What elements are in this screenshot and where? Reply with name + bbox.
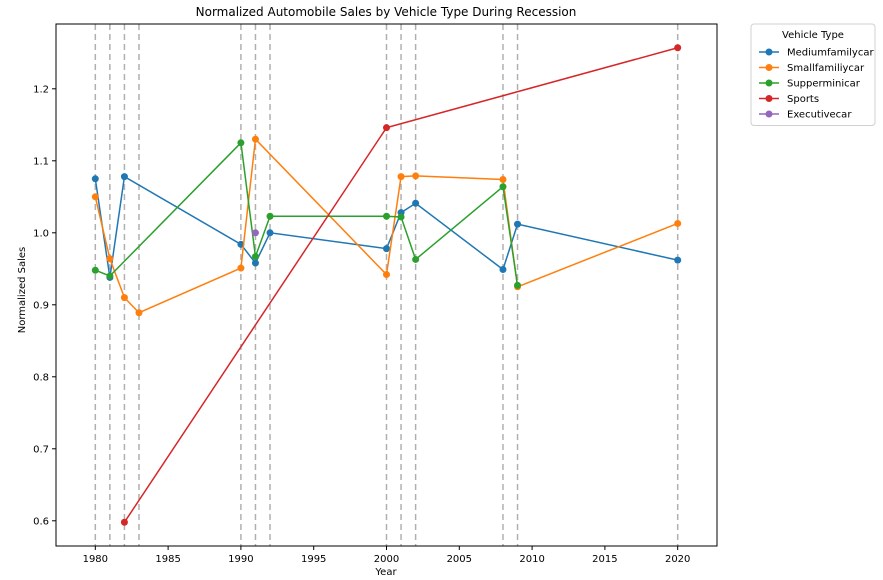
x-tick-label: 2015: [592, 554, 617, 565]
x-tick-label: 2000: [374, 554, 399, 565]
data-point-sports: [120, 518, 128, 526]
x-tick-label: 2010: [519, 554, 544, 565]
chart-title: Normalized Automobile Sales by Vehicle T…: [196, 5, 577, 19]
data-point-mediumfamilycar: [251, 259, 259, 267]
legend-box: [750, 23, 876, 126]
legend-title: Vehicle Type: [782, 30, 844, 41]
data-point-supperminicar: [412, 255, 420, 263]
data-point-smallfamiliycar: [135, 309, 143, 317]
y-tick-label: 0.6: [33, 516, 49, 527]
y-tick-label: 1.0: [33, 228, 49, 239]
data-point-supperminicar: [383, 212, 390, 220]
series-mediumfamilycar: [91, 173, 682, 281]
legend-label: Supperminicar: [787, 79, 861, 90]
data-point-supperminicar: [237, 139, 245, 147]
data-point-smallfamiliycar: [674, 219, 682, 227]
legend: Vehicle Type Mediumfamilycar Smallfamiliyc…: [750, 23, 876, 126]
data-point-executivecar: [251, 229, 259, 237]
legend-label: Smallfamiliycar: [787, 63, 865, 74]
data-point-supperminicar: [397, 213, 405, 221]
legend-label: Sports: [787, 94, 819, 105]
y-axis-label: Normalized Sales: [17, 247, 28, 334]
data-point-mediumfamilycar: [266, 229, 274, 237]
data-point-smallfamiliycar: [106, 255, 114, 263]
data-point-mediumfamilycar: [412, 199, 420, 207]
x-tick-label: 1990: [228, 554, 253, 565]
data-point-smallfamiliycar: [383, 271, 390, 279]
legend-item-sports: Sports: [759, 94, 819, 105]
legend-item-smallfamiliycar: Smallfamiliycar: [759, 63, 865, 74]
y-tick-label: 0.7: [33, 444, 49, 455]
series-executivecar: [251, 229, 259, 237]
data-point-smallfamiliycar: [91, 193, 99, 201]
data-point-supperminicar: [91, 266, 99, 274]
y-tick-label: 0.9: [33, 300, 49, 311]
x-tick-label: 1980: [83, 554, 108, 565]
data-point-mediumfamilycar: [383, 245, 390, 253]
legend-item-executivecar: Executivecar: [759, 110, 852, 121]
data-point-sports: [674, 44, 682, 52]
legend-label: Executivecar: [787, 110, 852, 121]
y-tick-label: 1.1: [33, 156, 49, 167]
data-point-mediumfamilycar: [514, 220, 522, 228]
data-point-mediumfamilycar: [499, 266, 507, 274]
data-point-supperminicar: [499, 183, 507, 191]
y-axis: 0.6 0.7 0.8 0.9 1.0 1.1 1.2: [33, 84, 56, 527]
data-point-smallfamiliycar: [237, 264, 245, 272]
legend-item-mediumfamilycar: Mediumfamilycar: [759, 48, 874, 59]
series-layer: [91, 44, 682, 526]
x-axis: 1980 1985 1990 1995 2000 2005 2010 2015 2020: [83, 546, 690, 565]
legend-marker: [765, 79, 773, 87]
data-point-supperminicar: [251, 253, 259, 261]
data-point-supperminicar: [514, 281, 522, 289]
data-point-smallfamiliycar: [251, 135, 259, 143]
recession-lines: [94, 24, 679, 546]
y-tick-label: 1.2: [33, 84, 49, 95]
data-point-smallfamiliycar: [412, 172, 420, 180]
x-tick-label: 2005: [447, 554, 472, 565]
y-tick-label: 0.8: [33, 372, 49, 383]
x-axis-label: Year: [374, 567, 397, 578]
legend-item-supperminicar: Supperminicar: [759, 79, 861, 90]
legend-marker: [765, 64, 773, 71]
data-point-smallfamiliycar: [499, 176, 507, 184]
data-point-smallfamiliycar: [397, 173, 405, 181]
data-point-supperminicar: [266, 212, 274, 220]
x-tick-label: 2020: [665, 554, 690, 565]
data-point-supperminicar: [106, 272, 114, 280]
series-sports: [120, 44, 682, 526]
data-point-sports: [383, 124, 390, 132]
x-tick-label: 1995: [301, 554, 326, 565]
data-point-mediumfamilycar: [674, 256, 682, 264]
legend-marker: [765, 95, 773, 102]
legend-marker: [765, 48, 773, 56]
x-tick-label: 1985: [155, 554, 180, 565]
data-point-mediumfamilycar: [120, 173, 128, 181]
data-point-mediumfamilycar: [91, 175, 99, 183]
data-point-smallfamiliycar: [120, 294, 128, 302]
series-line-smallfamiliycar: [94, 137, 678, 314]
series-line-mediumfamilycar: [94, 175, 678, 278]
legend-marker: [765, 110, 773, 118]
legend-label: Mediumfamilycar: [787, 48, 874, 59]
